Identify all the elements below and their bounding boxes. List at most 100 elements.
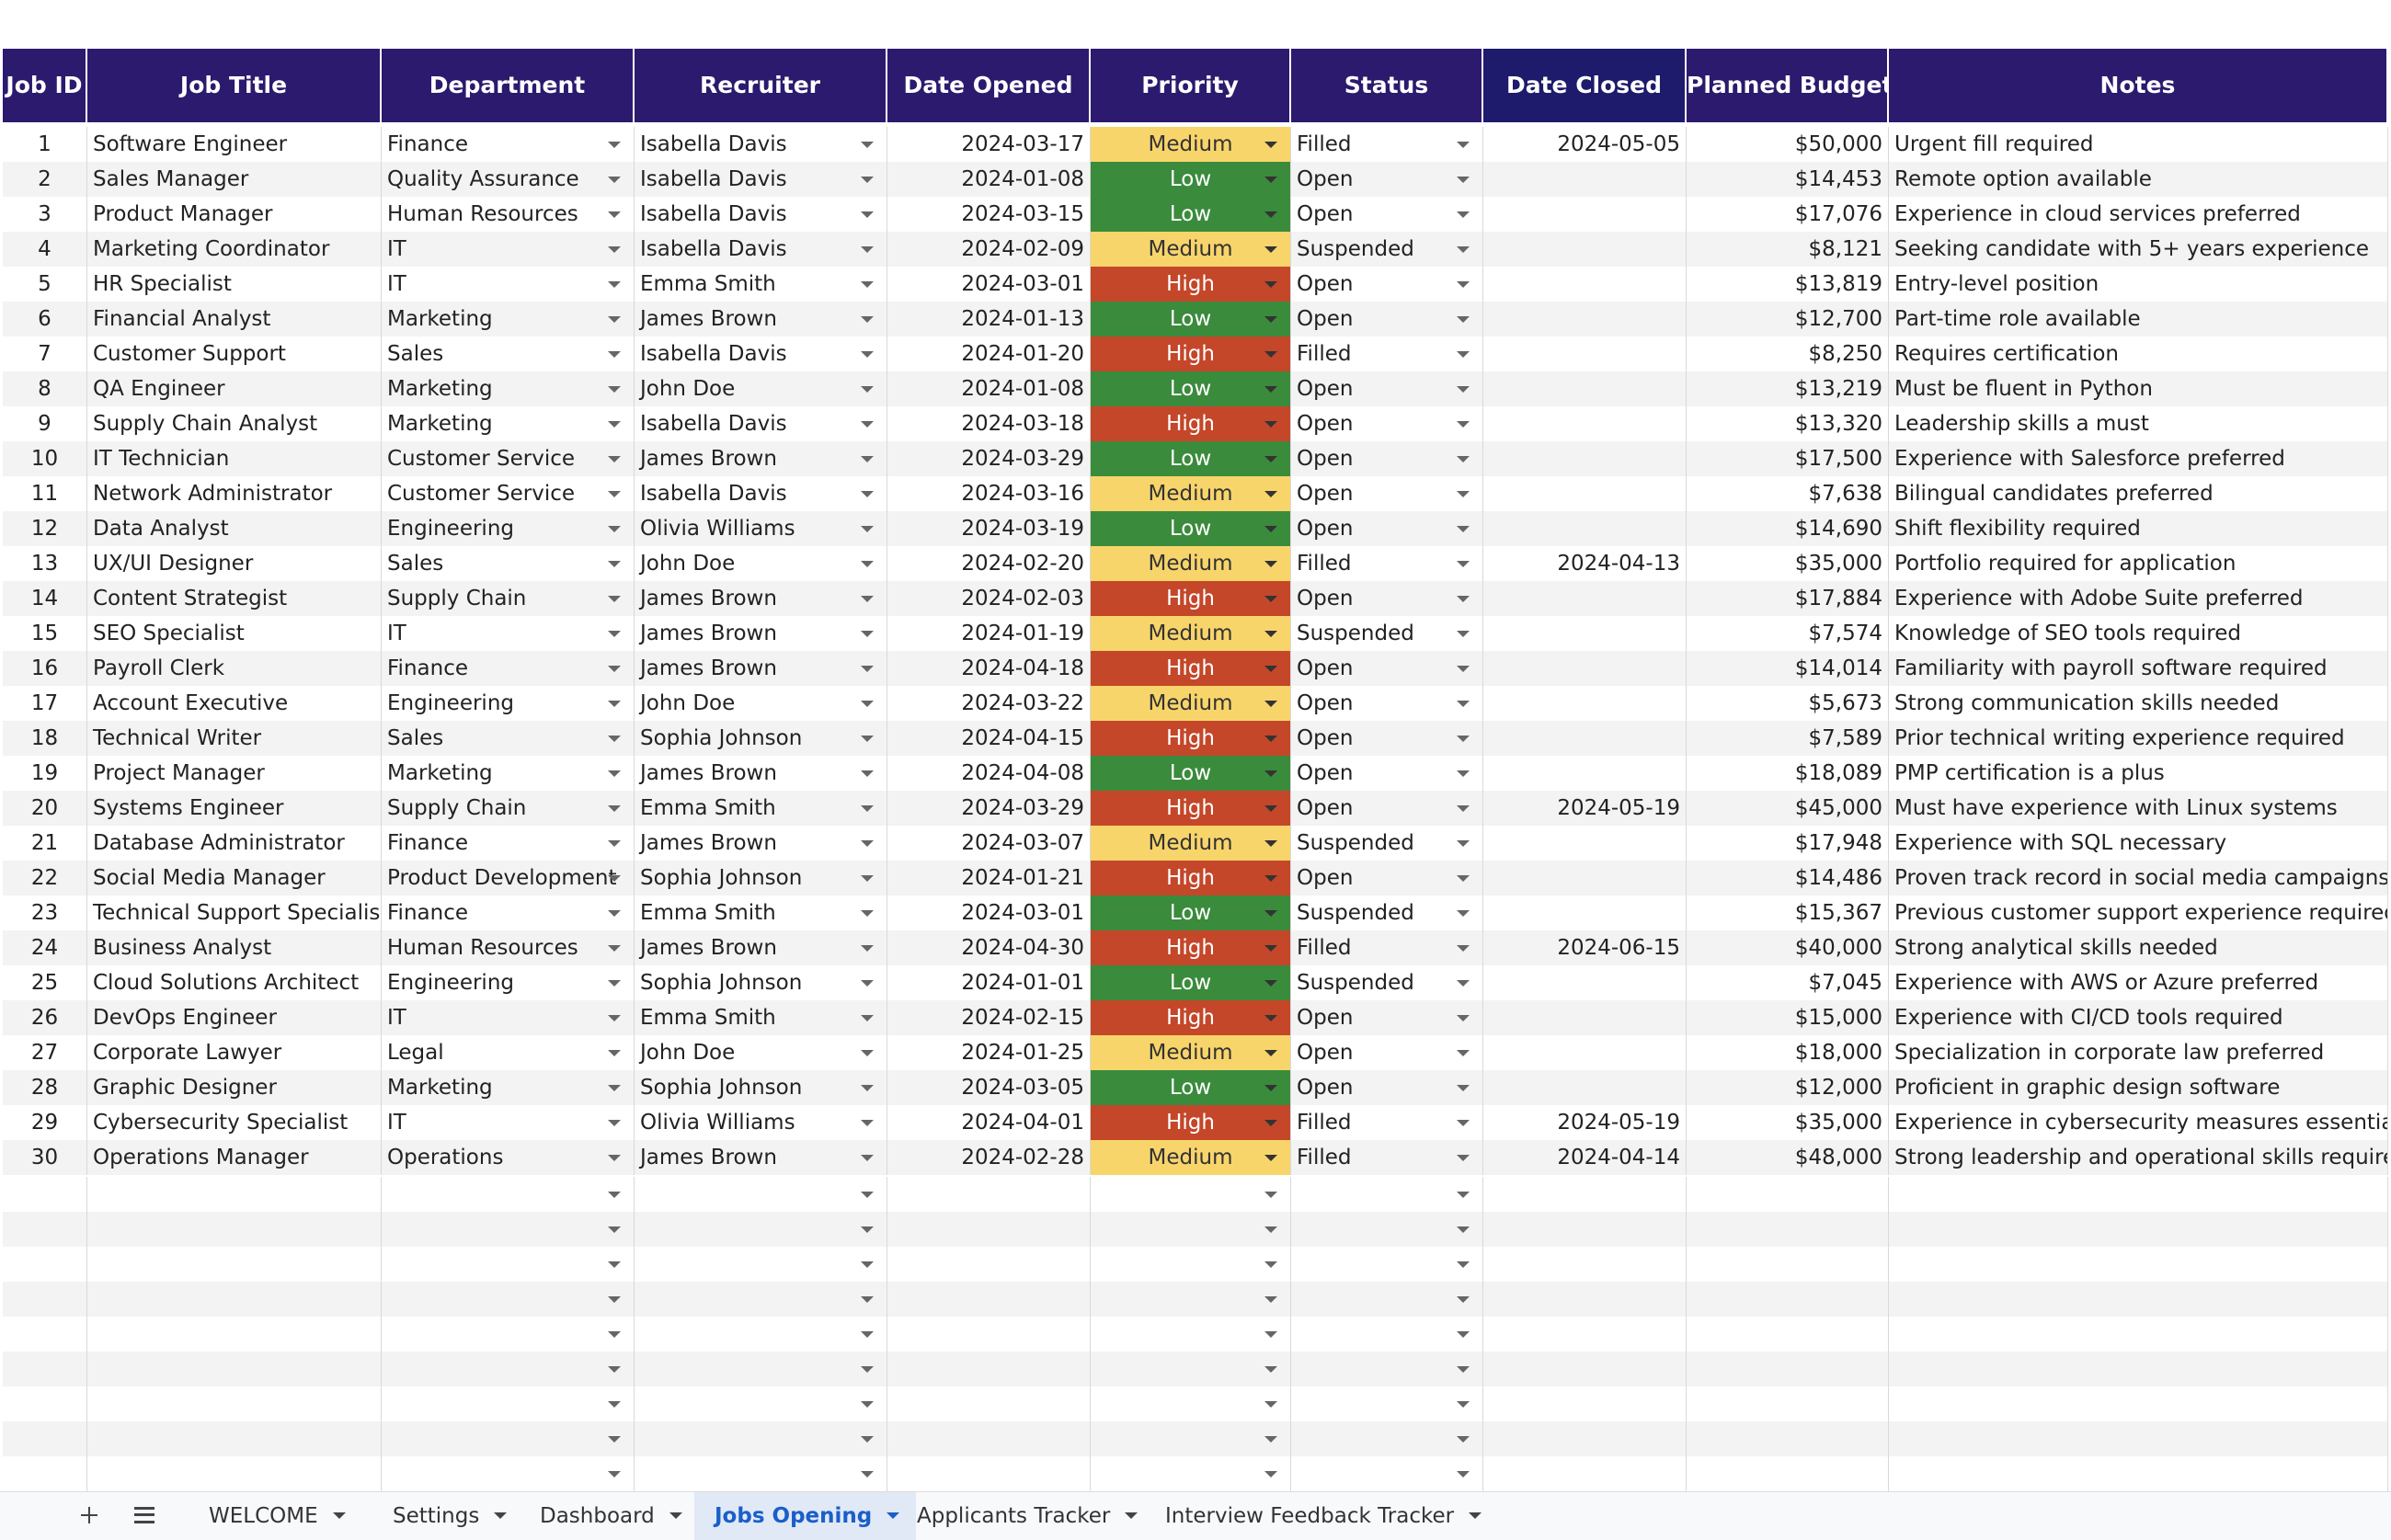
department[interactable]: Marketing bbox=[382, 1070, 635, 1105]
priority[interactable]: Low bbox=[1091, 1070, 1291, 1105]
empty-cell[interactable] bbox=[1091, 1212, 1291, 1247]
priority[interactable]: High bbox=[1091, 861, 1291, 895]
recruiter[interactable]: John Doe bbox=[635, 371, 887, 406]
department[interactable]: Supply Chain bbox=[382, 581, 635, 616]
department[interactable]: Human Resources bbox=[382, 930, 635, 965]
empty-cell[interactable] bbox=[382, 1421, 635, 1456]
empty-cell[interactable] bbox=[635, 1247, 887, 1282]
department[interactable]: Sales bbox=[382, 546, 635, 581]
priority[interactable]: Medium bbox=[1091, 546, 1291, 581]
priority[interactable]: Medium bbox=[1091, 232, 1291, 267]
status[interactable]: Open bbox=[1291, 302, 1483, 337]
priority[interactable]: Low bbox=[1091, 756, 1291, 791]
recruiter[interactable]: Emma Smith bbox=[635, 1000, 887, 1035]
priority[interactable]: Low bbox=[1091, 441, 1291, 476]
department[interactable]: Sales bbox=[382, 721, 635, 756]
recruiter[interactable]: James Brown bbox=[635, 930, 887, 965]
recruiter[interactable]: Isabella Davis bbox=[635, 337, 887, 371]
recruiter[interactable]: Isabella Davis bbox=[635, 232, 887, 267]
empty-cell[interactable] bbox=[1291, 1282, 1483, 1317]
recruiter[interactable]: John Doe bbox=[635, 1035, 887, 1070]
recruiter[interactable]: Sophia Johnson bbox=[635, 721, 887, 756]
priority[interactable]: Medium bbox=[1091, 1140, 1291, 1175]
priority[interactable]: High bbox=[1091, 651, 1291, 686]
add-sheet-button[interactable] bbox=[75, 1501, 103, 1529]
empty-cell[interactable] bbox=[1291, 1352, 1483, 1386]
priority[interactable]: High bbox=[1091, 1105, 1291, 1140]
recruiter[interactable]: James Brown bbox=[635, 756, 887, 791]
priority[interactable]: High bbox=[1091, 406, 1291, 441]
status[interactable]: Filled bbox=[1291, 337, 1483, 371]
department[interactable]: IT bbox=[382, 1105, 635, 1140]
department[interactable]: Product Development bbox=[382, 861, 635, 895]
status[interactable]: Open bbox=[1291, 267, 1483, 302]
empty-cell[interactable] bbox=[1091, 1421, 1291, 1456]
empty-cell[interactable] bbox=[635, 1352, 887, 1386]
priority[interactable]: Low bbox=[1091, 302, 1291, 337]
empty-cell[interactable] bbox=[1291, 1317, 1483, 1352]
priority[interactable]: High bbox=[1091, 930, 1291, 965]
sheet-tab[interactable]: Dashboard bbox=[520, 1492, 699, 1540]
department[interactable]: Customer Service bbox=[382, 476, 635, 511]
priority[interactable]: Medium bbox=[1091, 826, 1291, 861]
status[interactable]: Open bbox=[1291, 756, 1483, 791]
empty-cell[interactable] bbox=[382, 1247, 635, 1282]
sheet-tab[interactable]: WELCOME bbox=[189, 1492, 362, 1540]
department[interactable]: IT bbox=[382, 267, 635, 302]
department[interactable]: IT bbox=[382, 1000, 635, 1035]
priority[interactable]: High bbox=[1091, 581, 1291, 616]
empty-cell[interactable] bbox=[1291, 1456, 1483, 1491]
priority[interactable]: High bbox=[1091, 337, 1291, 371]
department[interactable]: Sales bbox=[382, 337, 635, 371]
status[interactable]: Suspended bbox=[1291, 895, 1483, 930]
recruiter[interactable]: Isabella Davis bbox=[635, 406, 887, 441]
recruiter[interactable]: James Brown bbox=[635, 302, 887, 337]
empty-cell[interactable] bbox=[382, 1456, 635, 1491]
recruiter[interactable]: John Doe bbox=[635, 686, 887, 721]
sheet-tab[interactable]: Applicants Tracker bbox=[897, 1492, 1154, 1540]
empty-cell[interactable] bbox=[382, 1212, 635, 1247]
sheet-tab[interactable]: Jobs Opening bbox=[694, 1492, 917, 1540]
status[interactable]: Open bbox=[1291, 511, 1483, 546]
status[interactable]: Open bbox=[1291, 686, 1483, 721]
recruiter[interactable]: Sophia Johnson bbox=[635, 861, 887, 895]
priority[interactable]: High bbox=[1091, 267, 1291, 302]
status[interactable]: Suspended bbox=[1291, 232, 1483, 267]
priority[interactable]: Medium bbox=[1091, 1035, 1291, 1070]
empty-cell[interactable] bbox=[1091, 1282, 1291, 1317]
empty-cell[interactable] bbox=[1291, 1421, 1483, 1456]
status[interactable]: Open bbox=[1291, 861, 1483, 895]
priority[interactable]: Low bbox=[1091, 371, 1291, 406]
recruiter[interactable]: Olivia Williams bbox=[635, 1105, 887, 1140]
priority[interactable]: Medium bbox=[1091, 127, 1291, 162]
department[interactable]: Marketing bbox=[382, 371, 635, 406]
department[interactable]: Engineering bbox=[382, 686, 635, 721]
status[interactable]: Open bbox=[1291, 371, 1483, 406]
empty-cell[interactable] bbox=[1291, 1386, 1483, 1421]
status[interactable]: Open bbox=[1291, 791, 1483, 826]
recruiter[interactable]: Sophia Johnson bbox=[635, 1070, 887, 1105]
department[interactable]: Quality Assurance bbox=[382, 162, 635, 197]
status[interactable]: Open bbox=[1291, 406, 1483, 441]
department[interactable]: Supply Chain bbox=[382, 791, 635, 826]
department[interactable]: IT bbox=[382, 616, 635, 651]
recruiter[interactable]: James Brown bbox=[635, 1140, 887, 1175]
department[interactable]: Marketing bbox=[382, 302, 635, 337]
status[interactable]: Open bbox=[1291, 1035, 1483, 1070]
status[interactable]: Open bbox=[1291, 197, 1483, 232]
recruiter[interactable]: Isabella Davis bbox=[635, 162, 887, 197]
status[interactable]: Filled bbox=[1291, 1105, 1483, 1140]
empty-cell[interactable] bbox=[1291, 1247, 1483, 1282]
recruiter[interactable]: Isabella Davis bbox=[635, 127, 887, 162]
empty-cell[interactable] bbox=[1091, 1386, 1291, 1421]
all-sheets-button[interactable] bbox=[134, 1507, 154, 1523]
sheet-tab[interactable]: Settings bbox=[372, 1492, 523, 1540]
recruiter[interactable]: Isabella Davis bbox=[635, 197, 887, 232]
priority[interactable]: Low bbox=[1091, 511, 1291, 546]
recruiter[interactable]: Olivia Williams bbox=[635, 511, 887, 546]
department[interactable]: Marketing bbox=[382, 406, 635, 441]
status[interactable]: Filled bbox=[1291, 1140, 1483, 1175]
empty-cell[interactable] bbox=[382, 1282, 635, 1317]
status[interactable]: Suspended bbox=[1291, 616, 1483, 651]
empty-cell[interactable] bbox=[635, 1421, 887, 1456]
